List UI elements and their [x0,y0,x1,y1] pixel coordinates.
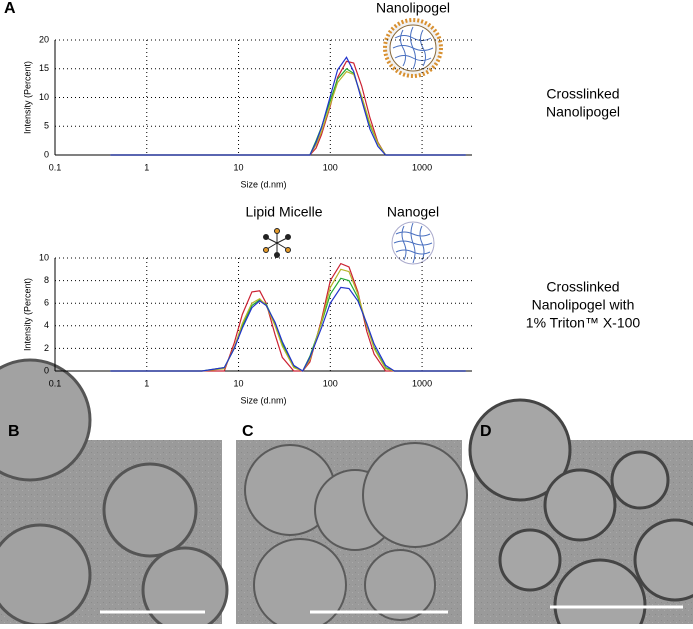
y-tick-label: 10 [39,92,49,102]
x-tick-label: 1000 [412,378,432,388]
x-tick-label: 0.1 [49,162,62,172]
y-tick-label: 5 [44,121,49,131]
y-tick-label: 10 [39,252,49,262]
series-line [110,268,466,372]
x-tick-label: 0.1 [49,378,62,388]
y-axis-label: Intensity (Percent) [22,61,32,134]
y-tick-label: 0 [44,149,49,159]
series-line [110,68,466,156]
y-axis-label: Intensity (Percent) [22,278,32,351]
annotation: Nanogel [387,204,439,220]
panel-label: B [8,423,20,440]
x-tick-label: 10 [234,378,244,388]
nanogel-icon [391,221,435,265]
annotation: Lipid Micelle [245,204,322,220]
y-tick-label: 15 [39,63,49,73]
side-label: 1% Triton™ X-100 [526,315,641,331]
x-tick-label: 1 [144,162,149,172]
series-line [110,56,466,156]
x-tick-label: 1000 [412,162,432,172]
series-line [110,70,466,156]
panel-label: D [480,423,492,440]
micelle-icon [263,228,291,258]
x-tick-label: 10 [234,162,244,172]
y-tick-label: 0 [44,365,49,375]
side-label: Nanolipogel with [532,297,635,313]
micrograph [236,440,468,629]
x-tick-label: 1 [144,378,149,388]
y-tick-label: 4 [44,320,49,330]
y-tick-label: 6 [44,298,49,308]
annotation: Nanolipogel [376,0,450,16]
nanolipogel-icon [383,18,443,78]
y-tick-label: 2 [44,343,49,353]
x-tick-label: 100 [323,162,338,172]
series-line [110,286,466,372]
side-label: Crosslinked [546,279,619,295]
panel-label: C [242,423,254,440]
x-axis-label: Size (d.nm) [240,395,286,405]
y-tick-label: 20 [39,34,49,44]
side-label: Nanolipogel [546,104,620,120]
panel-label: A [4,0,16,17]
side-label: Crosslinked [546,86,619,102]
x-tick-label: 100 [323,378,338,388]
micrograph [0,358,229,629]
y-tick-label: 8 [44,275,49,285]
micrograph [468,398,693,629]
x-axis-label: Size (d.nm) [240,179,286,189]
